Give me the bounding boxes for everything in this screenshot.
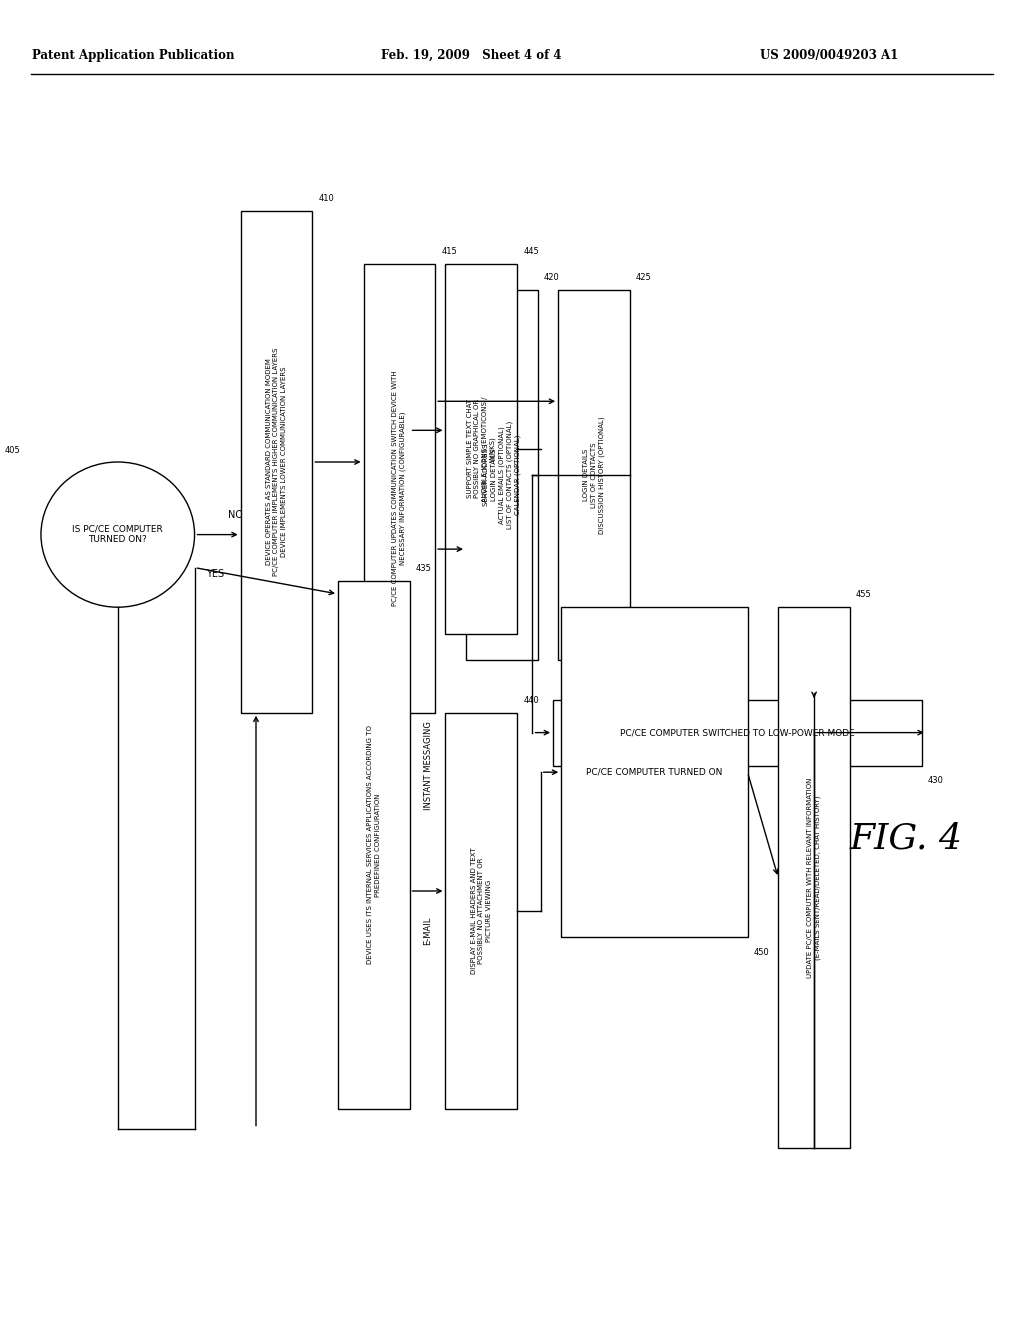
Text: E-MAIL: E-MAIL xyxy=(424,916,432,945)
Text: DEVICE USES ITS INTERNAL SERVICES APPLICATIONS ACCORDING TO
PREDEFINED CONFIGURA: DEVICE USES ITS INTERNAL SERVICES APPLIC… xyxy=(367,726,381,964)
Text: 420: 420 xyxy=(544,273,559,282)
Text: 450: 450 xyxy=(754,948,769,957)
Bar xyxy=(241,211,312,713)
Text: SERVER ADDRESS
LOGIN DETAILS
ACTUAL EMAILS (OPTIONAL)
LIST OF CONTACTS (OPTIONAL: SERVER ADDRESS LOGIN DETAILS ACTUAL EMAI… xyxy=(483,421,520,529)
Text: NO: NO xyxy=(228,510,243,520)
Text: 445: 445 xyxy=(523,247,539,256)
Text: 435: 435 xyxy=(416,564,432,573)
Text: 405: 405 xyxy=(5,446,20,455)
Text: 425: 425 xyxy=(636,273,651,282)
Text: LOGIN DETAILS
LIST OF CONTACTS
DISCUSSION HISTORY (OPTIONAL): LOGIN DETAILS LIST OF CONTACTS DISCUSSIO… xyxy=(584,416,604,535)
Text: Feb. 19, 2009   Sheet 4 of 4: Feb. 19, 2009 Sheet 4 of 4 xyxy=(381,49,561,62)
Text: IS PC/CE COMPUTER
TURNED ON?: IS PC/CE COMPUTER TURNED ON? xyxy=(73,525,163,544)
Bar xyxy=(466,290,538,660)
Text: 455: 455 xyxy=(856,590,871,599)
Bar xyxy=(364,264,435,713)
Text: 415: 415 xyxy=(441,247,457,256)
Text: SUPPORT SIMPLE TEXT CHAT
POSSIBLY NO GRAPHICAL OR
AUDIBLE ICONS (EMOTICONS /
WIN: SUPPORT SIMPLE TEXT CHAT POSSIBLY NO GRA… xyxy=(467,396,496,502)
Ellipse shape xyxy=(41,462,195,607)
Text: YES: YES xyxy=(206,569,224,579)
Text: INSTANT MESSAGING: INSTANT MESSAGING xyxy=(446,358,455,447)
Bar xyxy=(553,700,922,766)
Bar xyxy=(338,581,410,1109)
Text: PC/CE COMPUTER TURNED ON: PC/CE COMPUTER TURNED ON xyxy=(586,768,723,776)
Bar xyxy=(558,290,630,660)
Bar xyxy=(445,264,517,634)
Text: PC/CE COMPUTER SWITCHED TO LOW-POWER MODE: PC/CE COMPUTER SWITCHED TO LOW-POWER MOD… xyxy=(620,729,855,737)
Text: 410: 410 xyxy=(318,194,334,203)
Text: DISPLAY E-MAIL HEADERS AND TEXT
POSSIBLY NO ATTACHMENT OR
PICTURE VIEWING: DISPLAY E-MAIL HEADERS AND TEXT POSSIBLY… xyxy=(471,847,492,974)
Text: 440: 440 xyxy=(523,696,539,705)
Text: 430: 430 xyxy=(928,776,944,785)
Text: E-MAIL: E-MAIL xyxy=(446,527,455,556)
Text: Patent Application Publication: Patent Application Publication xyxy=(32,49,234,62)
Bar xyxy=(445,713,517,1109)
Text: UPDATE PC/CE COMPUTER WITH RELEVANT INFORMATION
(E-MAILS SENT/READ/DELETED, CHAT: UPDATE PC/CE COMPUTER WITH RELEVANT INFO… xyxy=(807,777,821,978)
Text: US 2009/0049203 A1: US 2009/0049203 A1 xyxy=(760,49,899,62)
Text: FIG. 4: FIG. 4 xyxy=(850,821,963,855)
Bar xyxy=(778,607,850,1148)
Text: INSTANT MESSAGING: INSTANT MESSAGING xyxy=(424,721,432,810)
Bar xyxy=(561,607,748,937)
Text: DEVICE OPERATES AS STANDARD COMMUNICATION MODEM
PC/CE COMPUTER IMPLEMENTS HIGHER: DEVICE OPERATES AS STANDARD COMMUNICATIO… xyxy=(266,347,287,577)
Text: PC/CE COMPUTER UPDATES COMMUNICATION SWITCH DEVICE WITH
NECESSARY INFORMATION (C: PC/CE COMPUTER UPDATES COMMUNICATION SWI… xyxy=(392,371,407,606)
